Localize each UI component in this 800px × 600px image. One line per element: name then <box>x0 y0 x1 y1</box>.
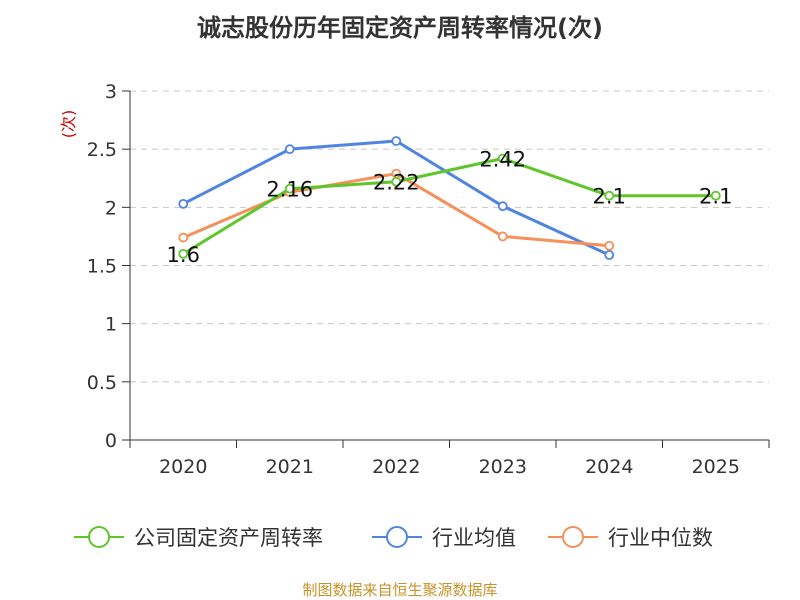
data-label: 2.42 <box>479 147 526 171</box>
x-tick-label: 2025 <box>692 456 740 478</box>
legend-label: 行业中位数 <box>608 526 713 550</box>
y-tick-label: 0.5 <box>87 372 117 394</box>
data-point <box>391 176 402 187</box>
data-point <box>178 198 189 209</box>
data-point <box>391 136 402 146</box>
legend-label: 公司固定资产周转率 <box>134 526 323 550</box>
legend-item-2[interactable]: 行业均值 <box>372 526 516 550</box>
data-label: 1.6 <box>167 243 200 267</box>
series-line <box>182 139 610 257</box>
x-tick-label: 2024 <box>585 456 633 478</box>
data-point <box>178 248 189 259</box>
data-label: 2.1 <box>593 185 626 209</box>
legend[interactable]: 公司固定资产周转率 行业均值 行业中位数 <box>74 526 713 550</box>
series-line <box>182 156 716 256</box>
data-labels: 1.6 2.16 2.22 2.42 2.1 2.1 <box>167 147 733 266</box>
gridlines <box>130 90 769 383</box>
axes: 0 0.5 1 1.5 2 2.5 3 2020 2021 2022 2023 2024 2025 <box>87 81 770 478</box>
data-point <box>497 201 508 212</box>
data-point <box>604 250 615 260</box>
x-tick-label: 2023 <box>479 456 527 478</box>
source-note: 制图数据来自恒生聚源数据库 <box>302 581 498 599</box>
y-tick-label: 3 <box>105 81 117 103</box>
y-tick-label: 2 <box>105 197 117 219</box>
series <box>178 136 721 260</box>
legend-item-1[interactable]: 公司固定资产周转率 <box>74 526 323 550</box>
x-tick-label: 2020 <box>159 456 207 478</box>
legend-item-3[interactable]: 行业中位数 <box>548 526 713 550</box>
chart-title: 诚志股份历年固定资产周转率情况(次) <box>197 14 603 42</box>
x-tick-label: 2022 <box>372 456 420 478</box>
data-label: 2.16 <box>266 178 313 202</box>
data-point <box>284 144 295 155</box>
data-label: 2.1 <box>699 185 732 209</box>
x-tick-label: 2021 <box>266 456 314 478</box>
y-axis-title: (次) <box>59 110 78 139</box>
y-tick-label: 1.5 <box>87 256 117 278</box>
data-point <box>284 183 295 194</box>
y-tick-label: 2.5 <box>87 139 117 161</box>
data-point <box>710 190 721 201</box>
legend-swatch-marker <box>386 526 408 548</box>
legend-label: 行业均值 <box>432 526 516 550</box>
y-tick-label: 0 <box>105 430 117 452</box>
data-point <box>604 240 615 251</box>
data-point <box>497 153 508 164</box>
data-point <box>604 190 615 201</box>
y-tick-label: 1 <box>105 314 117 336</box>
data-point <box>178 232 189 243</box>
legend-swatch-marker <box>562 526 584 548</box>
data-label: 2.22 <box>373 171 420 195</box>
data-point <box>497 231 508 242</box>
legend-swatch-marker <box>88 526 110 548</box>
